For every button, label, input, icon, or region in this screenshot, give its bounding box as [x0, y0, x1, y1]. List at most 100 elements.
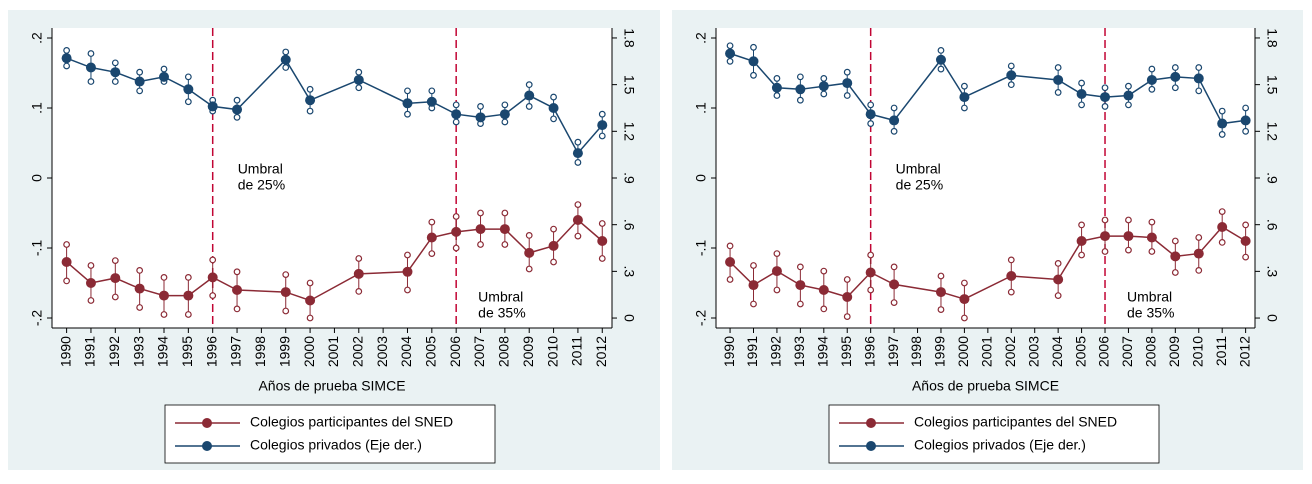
point	[475, 112, 486, 123]
bound-marker	[63, 47, 71, 54]
bound-marker	[209, 292, 217, 299]
bound-marker	[525, 231, 533, 239]
y2-tick-label: .6	[621, 219, 637, 231]
y2-tick-label: .9	[621, 172, 637, 184]
plot-area	[52, 28, 612, 328]
bound-marker	[136, 304, 144, 311]
bound-marker	[282, 271, 290, 278]
bound-marker	[550, 93, 557, 101]
point	[1146, 232, 1157, 243]
x-tick-label: 2012	[1236, 336, 1252, 367]
annotation: Umbral	[896, 161, 941, 177]
bound-marker	[890, 299, 898, 306]
bound-marker	[796, 300, 804, 308]
bound-marker	[1195, 87, 1203, 95]
y-tick-label: -.2	[29, 310, 45, 327]
bound-marker	[1171, 64, 1179, 71]
bound-marker	[598, 255, 606, 262]
point	[524, 90, 535, 101]
x-tick-label: 1997	[228, 336, 244, 367]
point	[1076, 88, 1087, 99]
bound-marker	[796, 263, 804, 271]
point	[1170, 71, 1181, 82]
point	[61, 256, 72, 267]
x-tick-label: 2012	[593, 336, 609, 367]
legend-marker	[866, 418, 876, 428]
bound-marker	[355, 84, 363, 92]
point	[548, 240, 559, 251]
bound-marker	[1242, 253, 1250, 261]
x-tick-label: 1999	[276, 336, 292, 367]
point	[1100, 231, 1111, 242]
bound-marker	[452, 213, 460, 220]
y2-tick-label: .6	[1264, 219, 1280, 231]
point	[959, 92, 970, 103]
bound-marker	[937, 65, 945, 73]
x-tick-label: 2002	[1002, 336, 1018, 367]
y2-tick-label: 1.5	[621, 75, 637, 95]
point	[499, 109, 510, 120]
x-tick-label: 2007	[471, 336, 487, 367]
x-tick-label: 2000	[301, 336, 317, 367]
bound-marker	[890, 104, 898, 112]
bound-marker	[452, 101, 460, 109]
y2-tick-label: 1.2	[621, 122, 637, 142]
x-tick-label: 2000	[955, 336, 971, 367]
bound-marker	[1078, 101, 1085, 109]
bound-marker	[87, 262, 95, 269]
point	[818, 81, 829, 92]
bound-marker	[961, 82, 968, 90]
bound-marker	[501, 101, 509, 109]
point	[1193, 248, 1204, 259]
point	[353, 74, 364, 85]
x-tick-label: 2011	[1213, 336, 1229, 366]
bound-marker	[773, 286, 781, 294]
bound-marker	[282, 64, 290, 71]
bound-marker	[937, 47, 945, 54]
point	[159, 290, 169, 301]
point	[1240, 115, 1251, 126]
x-tick-label: 1999	[932, 336, 948, 367]
point	[935, 54, 946, 65]
point	[402, 266, 413, 277]
legend-marker	[202, 418, 212, 428]
bound-marker	[773, 92, 781, 99]
bound-marker	[306, 107, 314, 115]
bound-marker	[233, 113, 241, 121]
x-tick-label: 2008	[1143, 336, 1159, 367]
x-tick-label: 2010	[544, 336, 560, 367]
bound-marker	[233, 268, 241, 276]
bound-marker	[136, 266, 144, 274]
x-tick-label: 1995	[179, 336, 195, 367]
legend-marker	[202, 441, 212, 451]
bound-marker	[867, 101, 875, 109]
bound-marker	[726, 57, 734, 65]
y2-tick-label: .3	[1264, 266, 1280, 278]
bound-marker	[773, 75, 781, 82]
bound-marker	[1218, 107, 1226, 115]
bound-marker	[111, 59, 119, 67]
x-tick-label: 2002	[349, 336, 365, 367]
legend-marker	[866, 441, 876, 451]
bound-marker	[750, 300, 757, 308]
point	[402, 98, 413, 109]
bound-marker	[820, 305, 828, 313]
bound-marker	[111, 293, 119, 301]
bound-marker	[574, 159, 582, 166]
bound-marker	[1007, 81, 1015, 89]
bound-marker	[1195, 64, 1203, 71]
y2-tick-label: 0	[621, 314, 637, 322]
legend-label: Colegios privados (Eje der.)	[250, 437, 422, 453]
bound-marker	[209, 256, 217, 264]
x-tick-label: 1997	[885, 336, 901, 367]
bound-marker	[1054, 64, 1062, 71]
bound-marker	[598, 220, 606, 227]
x-tick-label: 2010	[1189, 336, 1205, 367]
bound-marker	[1054, 89, 1062, 96]
y-tick-label: 0	[693, 174, 709, 182]
point	[1100, 92, 1111, 103]
x-tick-label: 1994	[815, 336, 831, 367]
bound-marker	[404, 110, 411, 118]
legend-box	[828, 404, 1160, 464]
bound-marker	[111, 78, 119, 85]
